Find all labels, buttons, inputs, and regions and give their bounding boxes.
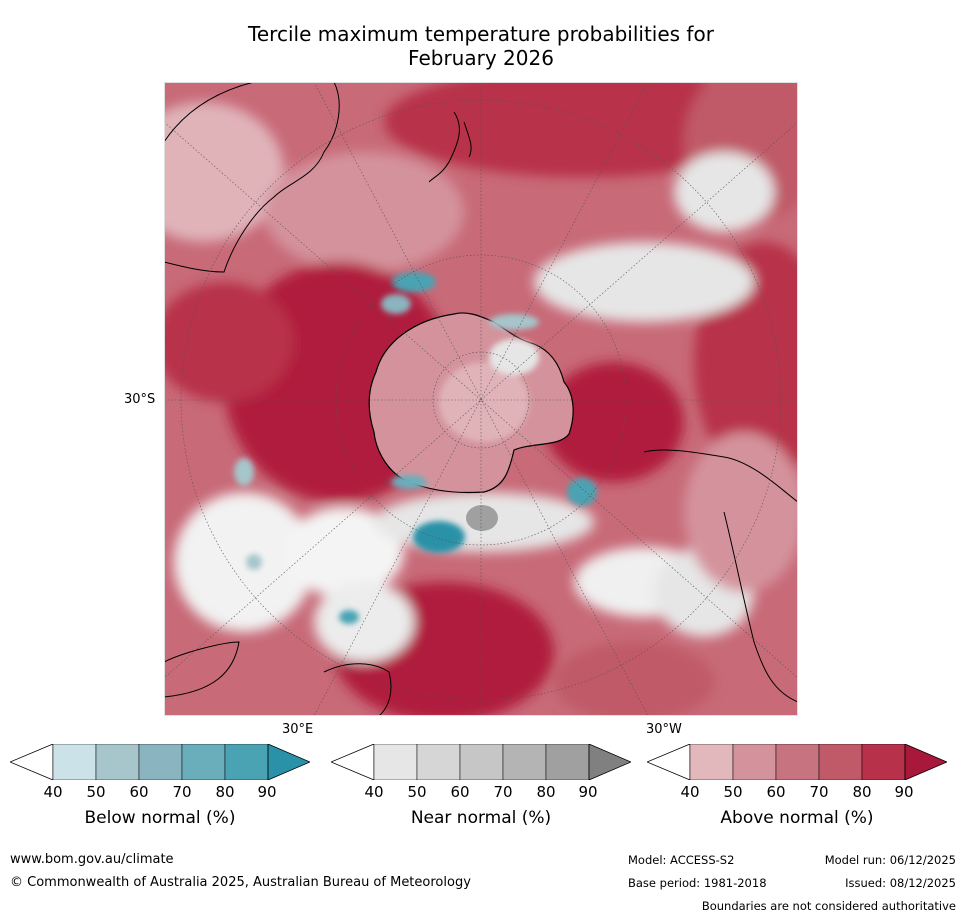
- tick-label: 70: [172, 783, 192, 801]
- model-run-text: Model run: 06/12/2025: [824, 853, 956, 867]
- south-america-outline: [643, 449, 798, 703]
- lat-label-30s: 30°S: [124, 392, 156, 407]
- colorbar-extend-high: [267, 744, 310, 780]
- map-canvas: [164, 82, 798, 716]
- map-title: Tercile maximum temperature probabilitie…: [164, 22, 798, 70]
- copyright-text: © Commonwealth of Australia 2025, Austra…: [10, 875, 471, 890]
- below-normal-colorbar-svg: [10, 744, 310, 780]
- colorbar-segment: [861, 744, 906, 780]
- lon-label-30w: 30°W: [646, 722, 682, 737]
- colorbar-segment: [732, 744, 777, 780]
- near-normal-label: Near normal (%): [410, 808, 552, 828]
- tick-label: 70: [493, 783, 513, 801]
- new-zealand-outline: [428, 111, 472, 183]
- colorbar-segment: [818, 744, 863, 780]
- colorbar-segment: [224, 744, 269, 780]
- tick-label: 60: [129, 783, 149, 801]
- tick-label: 60: [766, 783, 786, 801]
- title-line-1: Tercile maximum temperature probabilitie…: [248, 22, 714, 46]
- colorbar-segment: [459, 744, 504, 780]
- near-normal-patch: [466, 505, 498, 531]
- below-normal-colorbar: [10, 744, 310, 780]
- probability-map: [164, 82, 798, 716]
- disclaimer-text: Boundaries are not considered authoritat…: [701, 899, 956, 913]
- colorbar-segment: [416, 744, 461, 780]
- colorbar-extend-low: [647, 744, 691, 780]
- colorbar-segment: [689, 744, 734, 780]
- tick-label: 60: [450, 783, 470, 801]
- colorbar-segment: [95, 744, 140, 780]
- tick-label: 90: [894, 783, 914, 801]
- tick-label: 70: [809, 783, 829, 801]
- tick-label: 50: [723, 783, 743, 801]
- tick-label: 50: [86, 783, 106, 801]
- colorbar-extend-high: [904, 744, 947, 780]
- model-text: Model: ACCESS-S2: [628, 853, 735, 867]
- colorbar-segment: [502, 744, 547, 780]
- title-line-2: February 2026: [408, 46, 554, 70]
- tick-label: 50: [407, 783, 427, 801]
- near-normal-colorbar-svg: [331, 744, 631, 780]
- tick-label: 40: [364, 783, 384, 801]
- tick-label: 80: [536, 783, 556, 801]
- lon-label-30e: 30°E: [282, 722, 314, 737]
- colorbar-extend-high: [588, 744, 631, 780]
- colorbar-extend-low: [331, 744, 375, 780]
- tick-label: 80: [215, 783, 235, 801]
- africa-outline: [164, 641, 240, 698]
- near-normal-colorbar: [331, 744, 631, 780]
- website-link[interactable]: www.bom.gov.au/climate: [10, 852, 174, 867]
- colorbar-extend-low: [10, 744, 54, 780]
- base-period-text: Base period: 1981-2018: [628, 876, 767, 890]
- above-normal-label: Above normal (%): [720, 808, 874, 828]
- tick-label: 40: [680, 783, 700, 801]
- colorbar-segment: [138, 744, 183, 780]
- above-normal-colorbar-svg: [647, 744, 947, 780]
- graticule: [164, 82, 798, 716]
- tick-label: 40: [43, 783, 63, 801]
- above-normal-colorbar: [647, 744, 947, 780]
- issued-text: Issued: 08/12/2025: [845, 876, 956, 890]
- tick-label: 90: [578, 783, 598, 801]
- colorbar-segment: [545, 744, 590, 780]
- colorbar-segment: [181, 744, 226, 780]
- colorbar-segment: [373, 744, 418, 780]
- southern-africa-outline: [323, 663, 392, 716]
- below-normal-label: Below normal (%): [84, 808, 236, 828]
- tick-label: 80: [852, 783, 872, 801]
- australia-outline: [164, 82, 340, 273]
- colorbar-segment: [775, 744, 820, 780]
- colorbar-segment: [52, 744, 97, 780]
- tick-label: 90: [257, 783, 277, 801]
